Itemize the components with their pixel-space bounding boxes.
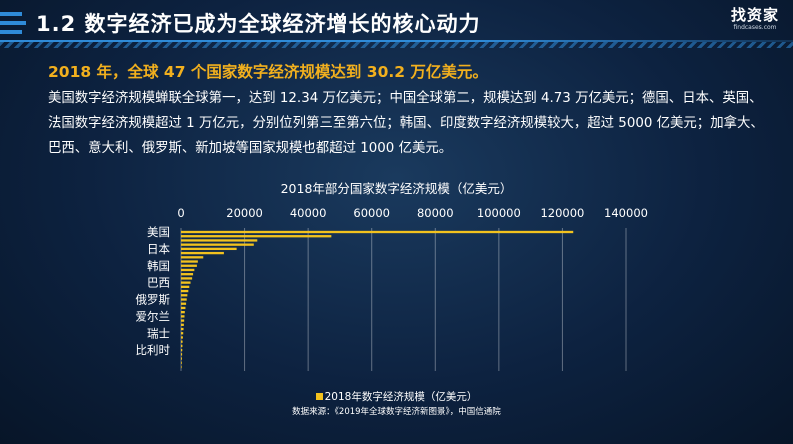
bar (181, 294, 188, 297)
bar (181, 281, 191, 284)
bar (181, 230, 574, 234)
y-tick-label: 美国 (147, 225, 170, 239)
y-tick-label: 韩国 (147, 259, 170, 273)
bar (181, 306, 186, 310)
body-text: 美国数字经济规模蝉联全球第一，达到 12.34 万亿美元；中国全球第二，规模达到… (48, 91, 764, 156)
bar (181, 289, 189, 293)
bar (181, 323, 184, 326)
bar (181, 247, 237, 251)
y-tick-label: 日本 (147, 242, 170, 256)
legend-swatch (315, 393, 323, 400)
x-tick-label: 80000 (417, 206, 454, 220)
data-source: 数据来源：《2019年全球数字经济新图景》，中国信通院 (292, 407, 501, 417)
bar (181, 353, 183, 356)
bar (181, 268, 195, 272)
bar (181, 264, 197, 267)
bar (181, 302, 187, 305)
page-title: 1.2 数字经济已成为全球经济增长的核心动力 (36, 12, 481, 36)
bar (181, 273, 194, 276)
bar (181, 348, 183, 352)
bar (181, 332, 184, 335)
bar (181, 251, 224, 255)
bar (181, 319, 185, 322)
bar (181, 357, 182, 360)
bar (181, 239, 258, 242)
bar (181, 277, 193, 280)
x-tick-label: 100000 (477, 206, 521, 220)
bar (181, 285, 190, 289)
chart-title: 2018年部分国家数字经济规模（亿美元） (280, 181, 513, 196)
bar (181, 315, 185, 318)
brand-logo-subtext: findcases.com (733, 24, 777, 31)
bar (181, 361, 182, 364)
y-tick-label: 爱尔兰 (136, 309, 171, 323)
bar (181, 243, 254, 246)
bar (181, 336, 183, 339)
bar (181, 235, 332, 238)
bar (181, 327, 184, 331)
bar (181, 340, 183, 343)
legend-label: 2018年数字经济规模（亿美元） (324, 391, 478, 403)
y-tick-label: 比利时 (136, 343, 171, 357)
x-tick-label: 20000 (226, 206, 263, 220)
bar (181, 365, 182, 369)
bar (181, 298, 187, 301)
bar (181, 260, 198, 263)
title-underline (0, 40, 793, 42)
x-tick-label: 60000 (353, 206, 390, 220)
title-stripes (0, 42, 793, 48)
y-tick-label: 巴西 (147, 276, 170, 290)
x-tick-label: 140000 (604, 206, 648, 220)
brand-logo: 找资家 findcases.com (725, 4, 785, 31)
x-tick-label: 40000 (290, 206, 327, 220)
x-tick-label: 0 (177, 206, 184, 220)
headline: 2018 年，全球 47 个国家数字经济规模达到 30.2 万亿美元。 (48, 63, 488, 81)
y-tick-label: 瑞士 (147, 326, 170, 340)
title-bar: 1.2 数字经济已成为全球经济增长的核心动力 找资家 findcases.com (0, 0, 793, 48)
chart-legend: 2018年数字经济规模（亿美元） (0, 389, 793, 404)
x-tick-label: 120000 (540, 206, 584, 220)
bar (181, 256, 204, 259)
y-tick-label: 俄罗斯 (136, 293, 171, 307)
bar (181, 310, 185, 314)
title-accent-lines (0, 10, 26, 38)
bar (181, 344, 183, 348)
brand-logo-text: 找资家 (730, 6, 779, 24)
